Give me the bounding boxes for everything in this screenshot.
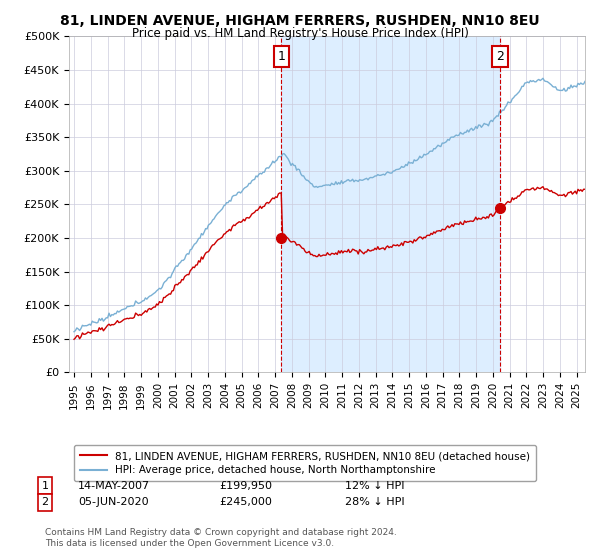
- Text: Price paid vs. HM Land Registry's House Price Index (HPI): Price paid vs. HM Land Registry's House …: [131, 27, 469, 40]
- Text: 14-MAY-2007: 14-MAY-2007: [78, 480, 150, 491]
- Text: 28% ↓ HPI: 28% ↓ HPI: [345, 497, 404, 507]
- Text: £245,000: £245,000: [219, 497, 272, 507]
- Text: 05-JUN-2020: 05-JUN-2020: [78, 497, 149, 507]
- Legend: 81, LINDEN AVENUE, HIGHAM FERRERS, RUSHDEN, NN10 8EU (detached house), HPI: Aver: 81, LINDEN AVENUE, HIGHAM FERRERS, RUSHD…: [74, 445, 536, 482]
- Text: 81, LINDEN AVENUE, HIGHAM FERRERS, RUSHDEN, NN10 8EU: 81, LINDEN AVENUE, HIGHAM FERRERS, RUSHD…: [60, 14, 540, 28]
- Text: 12% ↓ HPI: 12% ↓ HPI: [345, 480, 404, 491]
- Text: Contains HM Land Registry data © Crown copyright and database right 2024.
This d: Contains HM Land Registry data © Crown c…: [45, 528, 397, 548]
- Text: 2: 2: [41, 497, 49, 507]
- Text: £199,950: £199,950: [219, 480, 272, 491]
- Bar: [281, 36, 500, 372]
- Text: 2: 2: [496, 50, 504, 63]
- Text: 1: 1: [277, 50, 285, 63]
- Text: 1: 1: [41, 480, 49, 491]
